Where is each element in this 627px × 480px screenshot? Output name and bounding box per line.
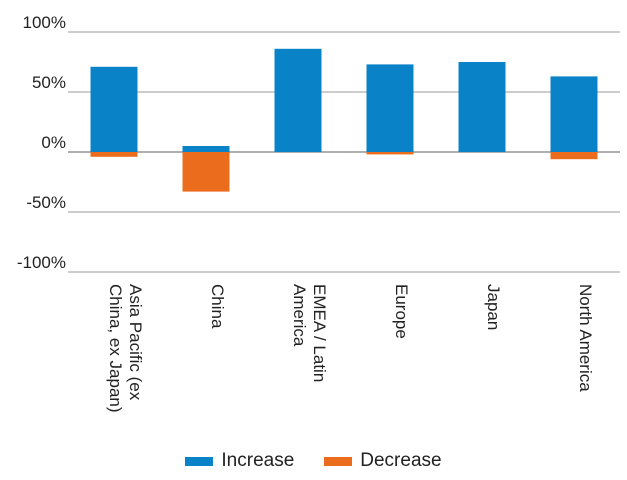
x-tick-label-group: Japan bbox=[484, 284, 503, 330]
x-tick-label: Japan bbox=[484, 284, 503, 330]
x-tick-label: America bbox=[290, 284, 309, 347]
legend-item-increase: Increase bbox=[185, 450, 294, 472]
bar-decrease bbox=[182, 152, 230, 192]
bar-decrease bbox=[90, 152, 138, 157]
x-tick-label-group: North America bbox=[576, 284, 595, 392]
bar-increase bbox=[458, 62, 506, 152]
legend-swatch-increase bbox=[185, 456, 214, 466]
y-tick-label: 100% bbox=[23, 13, 66, 32]
bar-decrease bbox=[550, 152, 598, 160]
x-tick-label-group: China bbox=[208, 284, 227, 329]
x-tick-label: EMEA / Latin bbox=[310, 284, 329, 382]
legend-label-increase: Increase bbox=[221, 450, 295, 471]
y-tick-label: -50% bbox=[26, 193, 66, 212]
x-tick-label: Europe bbox=[392, 284, 411, 339]
bar-chart: 100%50%0%-50%-100% Asia Pacific (exChina… bbox=[17, 13, 620, 413]
y-tick-label: -100% bbox=[17, 253, 66, 272]
legend-item-decrease: Decrease bbox=[324, 450, 442, 472]
x-tick-label-group: Europe bbox=[392, 284, 411, 339]
x-tick-label: North America bbox=[576, 284, 595, 392]
legend: Increase Decrease bbox=[0, 450, 627, 472]
bar-increase bbox=[182, 146, 230, 152]
bar-increase bbox=[274, 48, 322, 152]
x-tick-label: China bbox=[208, 284, 227, 329]
y-axis-ticks: 100% 50% 0% -50% -100% bbox=[17, 13, 66, 272]
bar-increase bbox=[366, 64, 414, 152]
bar-increase bbox=[550, 76, 598, 152]
gridlines bbox=[68, 31, 620, 273]
x-tick-label: China, ex Japan) bbox=[106, 284, 125, 413]
bar-increase bbox=[90, 66, 138, 152]
y-tick-label: 0% bbox=[41, 133, 66, 152]
legend-swatch-decrease bbox=[324, 456, 353, 466]
legend-label-decrease: Decrease bbox=[360, 450, 442, 471]
bar-decrease bbox=[366, 152, 414, 155]
y-tick-label: 50% bbox=[32, 73, 66, 92]
bars bbox=[90, 48, 598, 192]
x-tick-label: Asia Pacific (ex bbox=[126, 284, 145, 401]
